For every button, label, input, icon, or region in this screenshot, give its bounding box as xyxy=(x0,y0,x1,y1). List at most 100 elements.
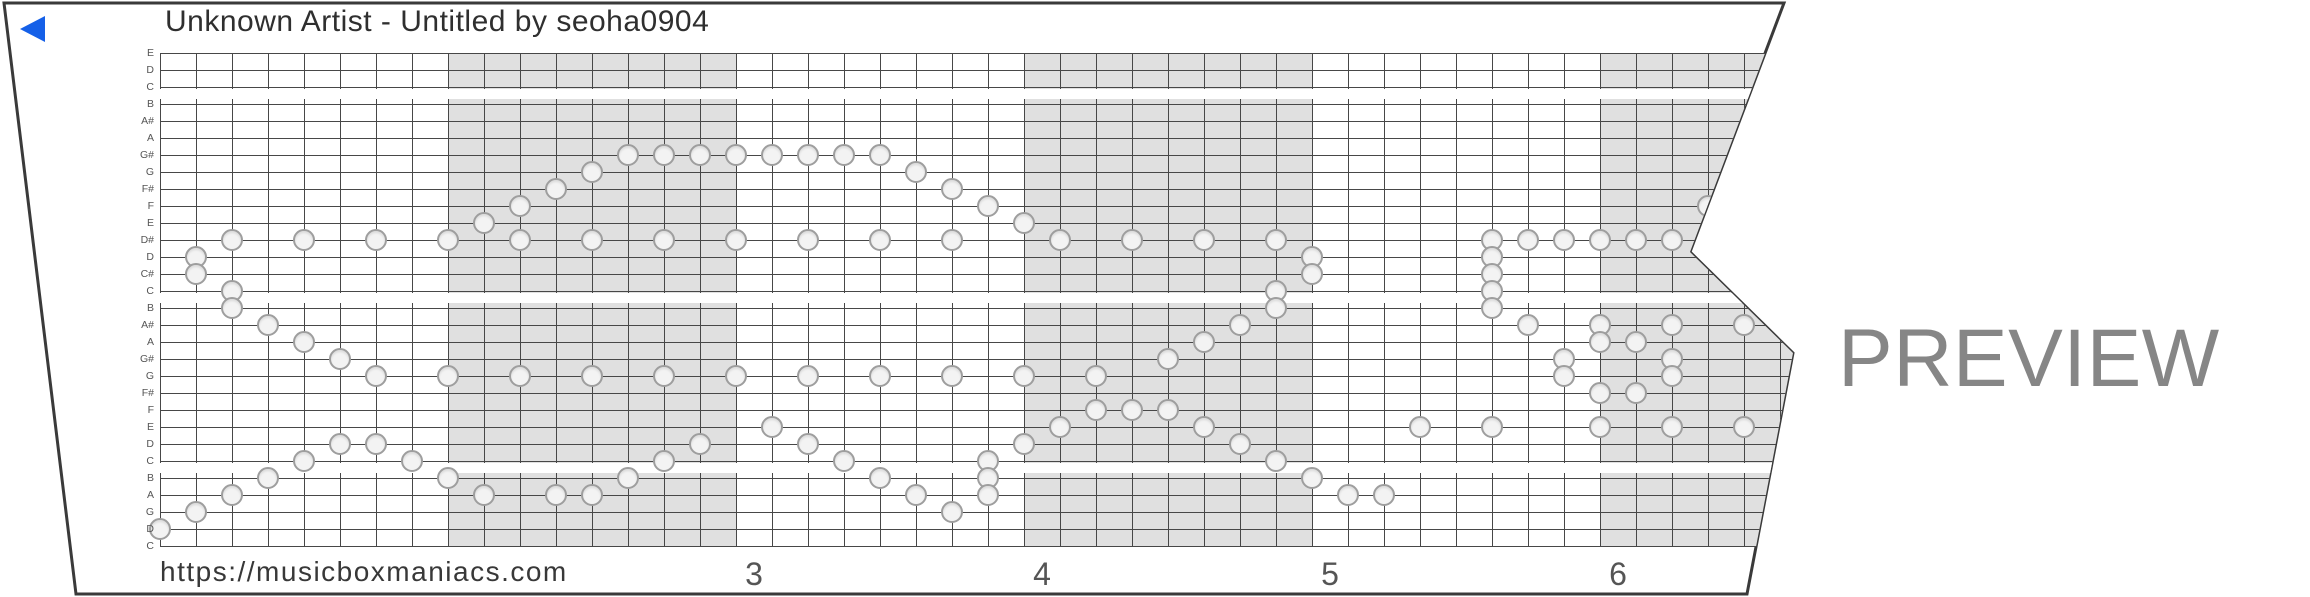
grid-line-h xyxy=(160,155,1793,156)
note-row-label: G# xyxy=(139,149,154,161)
grid-line-h xyxy=(160,138,1793,139)
measure-number: 4 xyxy=(1033,556,1051,592)
note-marker xyxy=(1193,416,1215,438)
grid-line-h xyxy=(160,206,1793,207)
note-marker xyxy=(509,195,531,217)
note-marker xyxy=(293,450,315,472)
note-row-label: G xyxy=(145,166,154,178)
note-marker xyxy=(797,229,819,251)
note-marker xyxy=(1157,348,1179,370)
note-marker xyxy=(725,144,747,166)
note-row-label: C xyxy=(146,455,154,467)
note-marker xyxy=(1625,331,1647,353)
note-marker xyxy=(185,501,207,523)
grid-line-h xyxy=(160,291,1793,292)
note-marker xyxy=(581,229,603,251)
note-marker xyxy=(1661,314,1683,336)
note-marker xyxy=(1157,399,1179,421)
note-marker xyxy=(1193,229,1215,251)
note-marker xyxy=(293,331,315,353)
note-marker xyxy=(1013,433,1035,455)
note-marker xyxy=(797,433,819,455)
note-marker xyxy=(1589,416,1611,438)
grid-line-h xyxy=(160,308,1793,309)
note-marker xyxy=(869,144,891,166)
note-marker xyxy=(869,365,891,387)
grid-line-h xyxy=(160,172,1793,173)
grid-line-h xyxy=(160,274,1793,275)
note-marker xyxy=(797,144,819,166)
note-marker xyxy=(329,433,351,455)
note-row-label: A# xyxy=(141,319,154,331)
note-marker xyxy=(257,467,279,489)
note-marker xyxy=(1481,297,1503,319)
note-row-label: A xyxy=(146,132,154,144)
note-marker xyxy=(833,144,855,166)
grid-line-h xyxy=(160,87,1793,88)
grid-line-h xyxy=(160,529,1793,530)
grid-line-h xyxy=(160,478,1793,479)
note-marker xyxy=(545,484,567,506)
note-marker xyxy=(293,229,315,251)
note-marker xyxy=(437,467,459,489)
octave-highlight-gap xyxy=(160,89,1793,99)
grid-line-h xyxy=(160,376,1793,377)
note-marker xyxy=(365,365,387,387)
note-marker xyxy=(653,144,675,166)
note-row-label: F xyxy=(147,404,154,416)
note-row-label: D xyxy=(146,64,154,76)
note-marker xyxy=(725,365,747,387)
note-marker xyxy=(365,229,387,251)
note-marker xyxy=(905,161,927,183)
grid-line-h xyxy=(160,512,1793,513)
note-row-label: F# xyxy=(141,387,154,399)
note-marker xyxy=(221,297,243,319)
note-marker xyxy=(221,229,243,251)
note-marker xyxy=(1229,314,1251,336)
note-marker xyxy=(329,348,351,370)
grid-line-h xyxy=(160,546,1793,547)
note-row-label: D xyxy=(146,438,154,450)
note-marker xyxy=(1229,433,1251,455)
note-marker xyxy=(905,484,927,506)
note-marker xyxy=(1553,365,1575,387)
note-marker xyxy=(1121,399,1143,421)
play-button-icon[interactable] xyxy=(20,16,45,42)
note-marker xyxy=(977,484,999,506)
note-marker xyxy=(437,229,459,251)
note-row-label: C xyxy=(146,285,154,297)
note-marker xyxy=(581,484,603,506)
grid-line-h xyxy=(160,240,1793,241)
note-marker xyxy=(1337,484,1359,506)
measure-number: 6 xyxy=(1609,556,1627,592)
note-marker xyxy=(1589,229,1611,251)
note-marker xyxy=(1517,229,1539,251)
grid-line-h xyxy=(160,70,1793,71)
grid-line-h xyxy=(160,393,1793,394)
note-marker xyxy=(1265,229,1287,251)
note-marker xyxy=(1589,331,1611,353)
note-marker xyxy=(1193,331,1215,353)
note-marker xyxy=(761,144,783,166)
preview-watermark: PREVIEW xyxy=(1838,313,2220,404)
note-marker xyxy=(977,195,999,217)
note-marker xyxy=(725,229,747,251)
note-marker xyxy=(1265,297,1287,319)
note-marker xyxy=(221,484,243,506)
note-marker xyxy=(1733,314,1755,336)
note-row-label: D xyxy=(146,251,154,263)
note-marker xyxy=(653,365,675,387)
note-marker xyxy=(1553,229,1575,251)
note-marker xyxy=(257,314,279,336)
octave-highlight-gap xyxy=(160,463,1793,473)
grid-line-h xyxy=(160,121,1793,122)
note-marker xyxy=(1301,467,1323,489)
grid-line-h xyxy=(160,359,1793,360)
note-row-label: F# xyxy=(141,183,154,195)
note-marker xyxy=(1517,314,1539,336)
note-marker xyxy=(401,450,423,472)
note-row-label: C# xyxy=(140,268,154,280)
note-row-label: E xyxy=(146,47,154,59)
melody-title: Unknown Artist - Untitled by seoha0904 xyxy=(165,5,710,38)
